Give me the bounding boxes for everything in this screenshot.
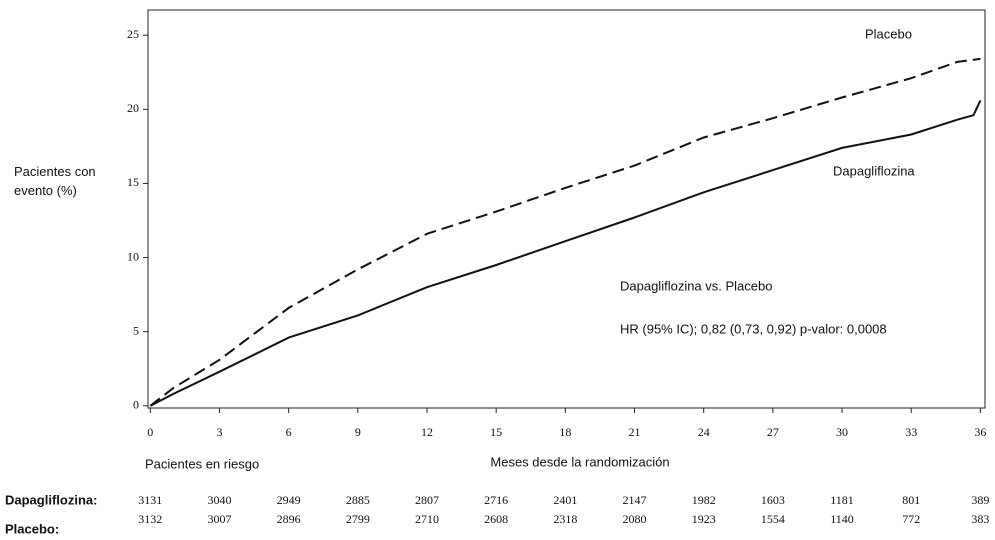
at-risk-value: 1603 bbox=[761, 493, 785, 507]
curve bbox=[149, 99, 982, 407]
at-risk-value: 3040 bbox=[207, 493, 231, 507]
x-tick-label: 6 bbox=[286, 425, 292, 439]
at-risk-value: 3007 bbox=[207, 512, 231, 526]
series-label: Placebo bbox=[865, 26, 912, 41]
at-risk-value: 2710 bbox=[415, 512, 439, 526]
at-risk-value: 1554 bbox=[761, 512, 785, 526]
at-risk-value: 3132 bbox=[138, 512, 162, 526]
at-risk-value: 3131 bbox=[138, 493, 162, 507]
x-tick-label: 21 bbox=[629, 425, 641, 439]
y-tick-label: 15 bbox=[127, 175, 139, 189]
at-risk-title: Pacientes en riesgo bbox=[145, 456, 259, 471]
at-risk-value: 1181 bbox=[830, 493, 854, 507]
y-axis-label: Pacientes con evento (%) bbox=[14, 164, 96, 198]
at-risk-value: 2896 bbox=[277, 512, 301, 526]
curve bbox=[149, 57, 981, 407]
at-risk-value: 2885 bbox=[346, 493, 370, 507]
at-risk-value: 2401 bbox=[553, 493, 577, 507]
x-tick-label: 36 bbox=[974, 425, 986, 439]
at-risk-value: 2318 bbox=[553, 512, 577, 526]
y-tick-label: 0 bbox=[133, 398, 139, 412]
y-tick-label: 20 bbox=[127, 101, 139, 115]
at-risk-value: 2080 bbox=[623, 512, 647, 526]
at-risk-value: 2147 bbox=[623, 493, 647, 507]
x-tick-label: 18 bbox=[559, 425, 571, 439]
y-tick-label: 25 bbox=[127, 27, 139, 41]
at-risk-value: 772 bbox=[902, 512, 920, 526]
at-risk-value: 383 bbox=[971, 512, 989, 526]
at-risk-value: 801 bbox=[902, 493, 920, 507]
y-tick-label: 5 bbox=[133, 323, 139, 337]
at-risk-value: 1923 bbox=[692, 512, 716, 526]
plot-frame bbox=[147, 9, 986, 409]
y-tick-label: 10 bbox=[127, 249, 139, 263]
annotation: HR (95% IC); 0,82 (0,73, 0,92) p-valor: … bbox=[620, 321, 887, 336]
at-risk-value: 389 bbox=[971, 493, 989, 507]
x-tick-label: 0 bbox=[147, 425, 153, 439]
at-risk-value: 2608 bbox=[484, 512, 508, 526]
annotation: Dapagliflozina vs. Placebo bbox=[620, 278, 772, 293]
at-risk-value: 2949 bbox=[277, 493, 301, 507]
at-risk-row-label: Placebo: bbox=[5, 521, 59, 536]
series-label: Dapagliflozina bbox=[833, 163, 915, 178]
x-tick-label: 33 bbox=[905, 425, 917, 439]
x-tick-label: 27 bbox=[767, 425, 779, 439]
x-tick-label: 15 bbox=[490, 425, 502, 439]
x-tick-label: 24 bbox=[698, 425, 710, 439]
x-tick-label: 3 bbox=[216, 425, 222, 439]
at-risk-row-label: Dapagliflozina: bbox=[5, 492, 97, 507]
x-tick-label: 9 bbox=[355, 425, 361, 439]
at-risk-value: 1140 bbox=[830, 512, 854, 526]
at-risk-value: 2799 bbox=[346, 512, 370, 526]
at-risk-value: 2716 bbox=[484, 493, 508, 507]
at-risk-value: 1982 bbox=[692, 493, 716, 507]
x-tick-label: 12 bbox=[421, 425, 433, 439]
x-tick-label: 30 bbox=[836, 425, 848, 439]
at-risk-value: 2807 bbox=[415, 493, 439, 507]
x-axis-label: Meses desde la randomización bbox=[490, 454, 669, 469]
